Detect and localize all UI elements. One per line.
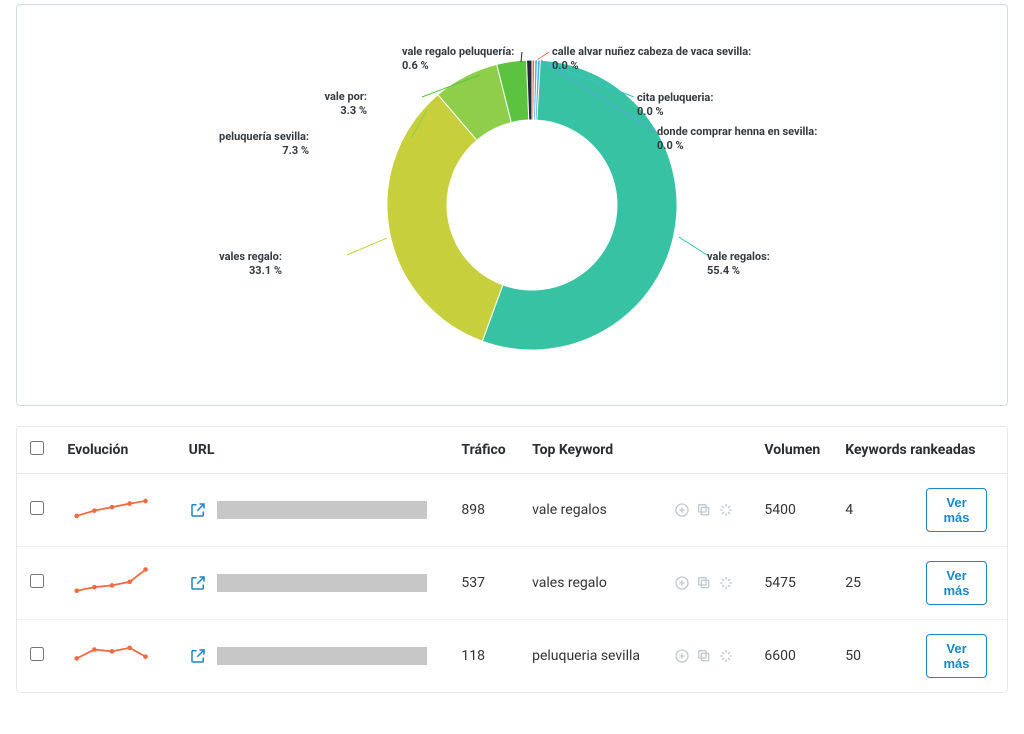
col-top-keyword: Top Keyword bbox=[522, 427, 754, 474]
insight-icon[interactable] bbox=[718, 648, 734, 664]
open-url-link[interactable] bbox=[189, 574, 207, 592]
slice-label-text: peluquería sevilla: bbox=[219, 130, 309, 143]
slice-label-pct: 7.3 % bbox=[219, 144, 309, 158]
external-link-icon[interactable] bbox=[189, 574, 207, 592]
see-more-button[interactable]: Ver más bbox=[926, 561, 987, 605]
table-row: 537 vales regalo 547525Ver más bbox=[17, 547, 1007, 620]
slice-label-text: vale regalo peluquería: bbox=[402, 45, 514, 58]
col-traffic: Tráfico bbox=[451, 427, 522, 474]
traffic-value: 898 bbox=[451, 474, 522, 547]
leader-line bbox=[347, 238, 387, 255]
table-header-row: Evolución URL Tráfico Top Keyword Volume… bbox=[17, 427, 1007, 474]
row-checkbox[interactable] bbox=[30, 501, 44, 515]
open-url-link[interactable] bbox=[189, 501, 207, 519]
select-all-cell[interactable] bbox=[17, 427, 57, 474]
top-keyword-text: peluqueria sevilla bbox=[532, 648, 640, 664]
external-link-icon[interactable] bbox=[189, 647, 207, 665]
slice-label: vale regalo peluquería:0.6 % bbox=[402, 45, 514, 73]
slice-label: calle alvar nuñez cabeza de vaca sevilla… bbox=[552, 45, 751, 73]
see-more-button[interactable]: Ver más bbox=[926, 634, 987, 678]
keyword-actions bbox=[674, 502, 734, 518]
copy-icon[interactable] bbox=[696, 648, 712, 664]
col-url: URL bbox=[179, 427, 452, 474]
add-icon[interactable] bbox=[674, 502, 690, 518]
slice-label: vales regalo:33.1 % bbox=[219, 250, 282, 278]
slice-label-pct: 0.0 % bbox=[657, 139, 817, 153]
donut-chart-card: vale regalos:55.4 % vales regalo:33.1 % pe… bbox=[16, 4, 1008, 406]
url-redacted bbox=[217, 501, 427, 519]
row-checkbox[interactable] bbox=[30, 574, 44, 588]
table-row: 898 vale regalos 54004Ver más bbox=[17, 474, 1007, 547]
slice-label-text: cita peluqueria: bbox=[637, 91, 713, 104]
slice-label-pct: 3.3 % bbox=[325, 104, 368, 118]
slice-label-text: donde comprar henna en sevilla: bbox=[657, 125, 817, 138]
traffic-value: 537 bbox=[451, 547, 522, 620]
copy-icon[interactable] bbox=[696, 502, 712, 518]
traffic-value: 118 bbox=[451, 620, 522, 693]
keywords-table: Evolución URL Tráfico Top Keyword Volume… bbox=[17, 427, 1007, 692]
slice-label-text: vale por: bbox=[325, 90, 368, 103]
slice-label: peluquería sevilla:7.3 % bbox=[219, 130, 309, 158]
slice-label: vale regalos:55.4 % bbox=[707, 250, 770, 278]
url-redacted bbox=[217, 574, 427, 592]
slice-label-text: calle alvar nuñez cabeza de vaca sevilla… bbox=[552, 45, 751, 58]
ranked-value: 50 bbox=[835, 620, 916, 693]
insight-icon[interactable] bbox=[718, 575, 734, 591]
url-redacted bbox=[217, 647, 427, 665]
see-more-button[interactable]: Ver más bbox=[926, 488, 987, 532]
slice-label-pct: 0.0 % bbox=[552, 59, 751, 73]
slice-label-pct: 0.0 % bbox=[637, 105, 713, 119]
leader-line bbox=[679, 237, 707, 255]
col-evolution: Evolución bbox=[57, 427, 178, 474]
sparkline bbox=[67, 639, 157, 669]
slice-label: cita peluqueria:0.0 % bbox=[637, 91, 713, 119]
select-all-checkbox[interactable] bbox=[30, 441, 44, 455]
slice-label-pct: 33.1 % bbox=[219, 264, 282, 278]
external-link-icon[interactable] bbox=[189, 501, 207, 519]
sparkline bbox=[67, 493, 157, 523]
col-ranked: Keywords rankeadas bbox=[835, 427, 1007, 474]
row-checkbox[interactable] bbox=[30, 647, 44, 661]
slice-label: donde comprar henna en sevilla:0.0 % bbox=[657, 125, 817, 153]
slice-label-pct: 0.6 % bbox=[402, 59, 514, 73]
add-icon[interactable] bbox=[674, 648, 690, 664]
slice-label-text: vales regalo: bbox=[219, 250, 282, 263]
volume-value: 5400 bbox=[754, 474, 835, 547]
keywords-table-card: Evolución URL Tráfico Top Keyword Volume… bbox=[16, 426, 1008, 693]
ranked-value: 25 bbox=[835, 547, 916, 620]
volume-value: 5475 bbox=[754, 547, 835, 620]
copy-icon[interactable] bbox=[696, 575, 712, 591]
leader-line bbox=[537, 52, 549, 60]
open-url-link[interactable] bbox=[189, 647, 207, 665]
top-keyword-text: vale regalos bbox=[532, 502, 607, 518]
top-keyword-text: vales regalo bbox=[532, 575, 607, 591]
donut-chart: vale regalos:55.4 % vales regalo:33.1 % pe… bbox=[27, 15, 987, 375]
insight-icon[interactable] bbox=[718, 502, 734, 518]
volume-value: 6600 bbox=[754, 620, 835, 693]
table-row: 118 peluqueria sevilla 660050Ver más bbox=[17, 620, 1007, 693]
keyword-actions bbox=[674, 575, 734, 591]
col-volume: Volumen bbox=[754, 427, 835, 474]
keyword-actions bbox=[674, 648, 734, 664]
ranked-value: 4 bbox=[835, 474, 916, 547]
add-icon[interactable] bbox=[674, 575, 690, 591]
slice-label: vale por:3.3 % bbox=[325, 90, 368, 118]
slice-label-pct: 55.4 % bbox=[707, 264, 770, 278]
sparkline bbox=[67, 566, 157, 596]
slice-label-text: vale regalos: bbox=[707, 250, 770, 263]
